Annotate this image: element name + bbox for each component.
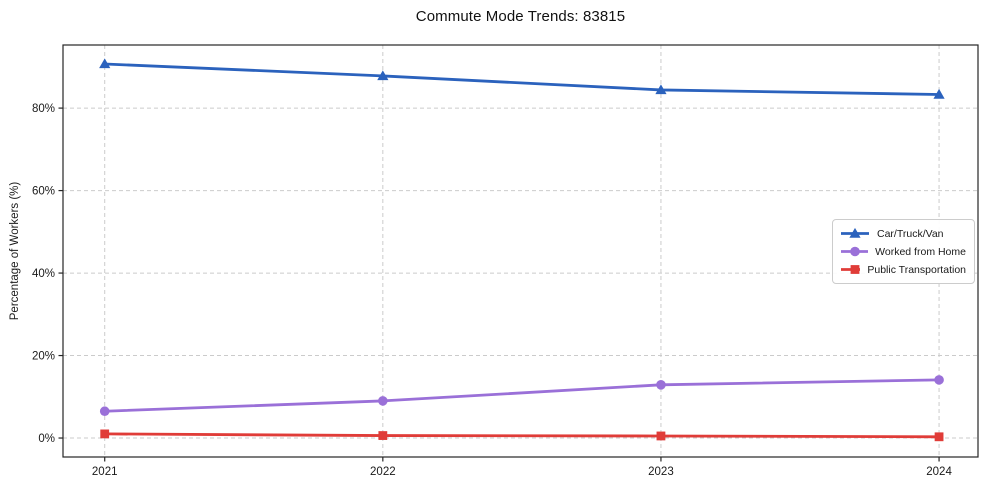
legend-item-car-truck-van: Car/Truck/Van: [840, 227, 966, 240]
data-point-square: [934, 432, 944, 442]
y-tick-label: 20%: [32, 351, 55, 363]
legend-item-public-transportation: Public Transportation: [840, 263, 966, 276]
chart-title: Commute Mode Trends: 83815: [415, 8, 626, 25]
y-tick-label: 60%: [32, 186, 55, 198]
x-tick-label: 2022: [370, 466, 396, 478]
legend-swatch-marker: [850, 265, 860, 274]
y-tick-label: 0%: [38, 433, 55, 445]
legend: Car/Truck/Van Worked from Home Public Tr…: [832, 219, 975, 284]
data-point-circle: [378, 396, 388, 406]
legend-triangle-marker-icon: [841, 227, 869, 238]
data-point-circle: [656, 380, 666, 390]
legend-swatch-marker: [850, 246, 860, 257]
legend-square-marker-icon: [841, 265, 861, 274]
data-point-square: [378, 431, 388, 440]
legend-circle-marker-icon: [841, 246, 869, 257]
data-point-circle: [99, 406, 110, 417]
data-point-triangle: [99, 58, 111, 69]
series-line-0: [103, 62, 941, 96]
x-tick-label: 2021: [92, 466, 118, 478]
legend-label-public-transportation: Public Transportation: [867, 263, 966, 276]
data-point-square: [656, 431, 666, 441]
data-point-triangle: [655, 84, 667, 95]
series-line-2: [103, 432, 941, 439]
x-tick-label: 2023: [648, 466, 674, 478]
y-tick-label: 80%: [32, 103, 55, 115]
legend-label-car-truck-van: Car/Truck/Van: [877, 227, 944, 240]
legend-item-worked-from-home: Worked from Home: [840, 245, 966, 258]
data-point-square: [100, 429, 110, 439]
y-tick-label: 40%: [32, 268, 55, 280]
legend-swatch-marker: [849, 227, 861, 238]
legend-label-worked-from-home: Worked from Home: [875, 245, 966, 258]
data-point-triangle: [377, 70, 389, 81]
x-tick-label: 2024: [926, 466, 952, 478]
plot-border: [62, 44, 979, 458]
series-line-1: [103, 378, 941, 413]
data-point-circle: [934, 375, 944, 385]
data-point-triangle: [933, 88, 945, 99]
